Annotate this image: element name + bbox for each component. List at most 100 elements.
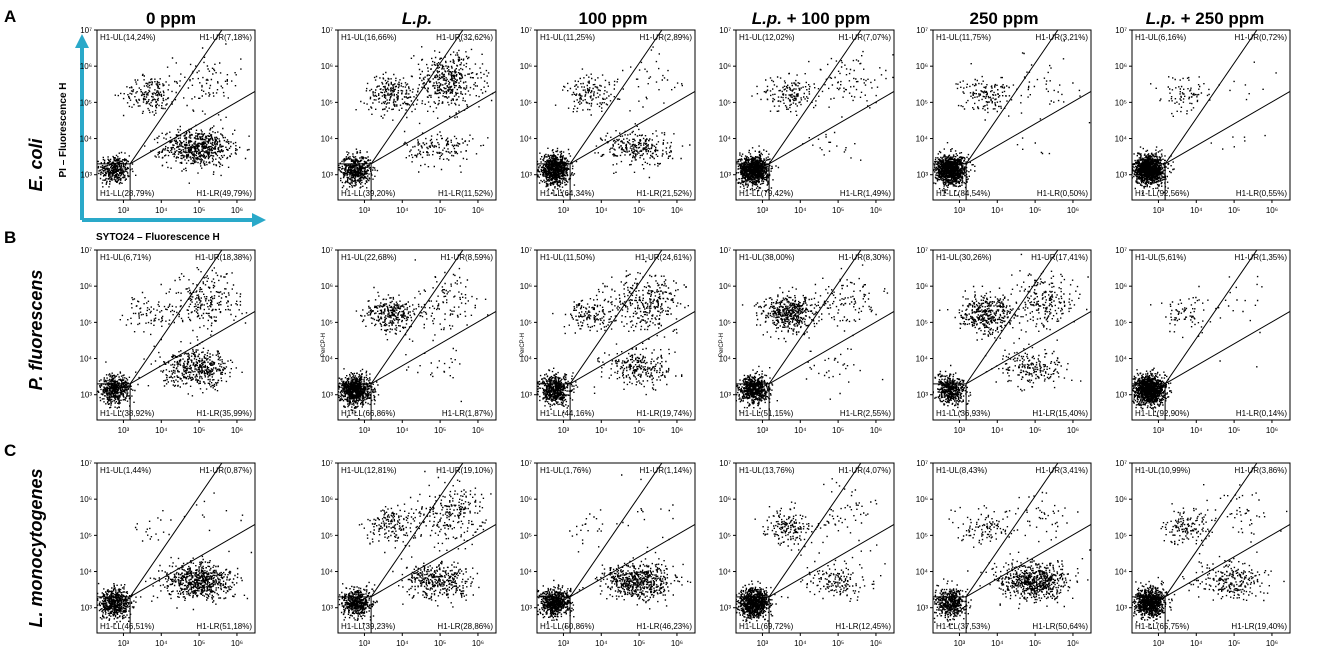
x-tick-label: 10⁴ [595, 639, 608, 648]
y-tick-label: 10⁶ [719, 282, 731, 291]
quadrant-label-lr: H1-LR(35,99%) [196, 409, 252, 418]
y-tick-label: 10⁵ [80, 531, 92, 540]
y-tick-label: 10⁷ [916, 459, 928, 468]
dot-cloud [97, 267, 248, 412]
column-header-2: L.p. [402, 9, 432, 28]
x-tick-label: 10⁵ [193, 206, 205, 215]
y-tick-label: 10³ [719, 604, 731, 613]
events [736, 478, 886, 625]
x-tick-label: 10⁵ [1228, 639, 1240, 648]
y-tick-label: 10⁵ [520, 531, 532, 540]
x-tick-label: 10⁶ [472, 639, 484, 648]
events [338, 38, 494, 192]
quadrant-label-ur: H1-UR(19,10%) [436, 466, 493, 475]
quadrant-label-ul: H1-UL(1,76%) [540, 466, 591, 475]
y-tick-label: 10⁷ [1115, 459, 1127, 468]
quadrant-label-lr: H1-LR(1,87%) [442, 409, 493, 418]
column-header-3: 100 ppm [579, 9, 648, 28]
quadrant-label-ul: H1-UL(6,16%) [1135, 33, 1186, 42]
quadrant-label-ur: H1-UR(0,87%) [200, 466, 253, 475]
x-tick-label: 10³ [757, 426, 769, 435]
dot-cloud [1132, 275, 1263, 417]
y-tick-label: 10⁴ [520, 355, 533, 364]
events [537, 46, 691, 197]
plot-frame [337, 29, 497, 201]
dot-plot-2-6: H1-UL(5,61%) H1-UR(1,35%) H1-LL(92,90%) H1-… [1115, 246, 1291, 435]
x-tick-label: 10⁴ [991, 639, 1004, 648]
y-tick-label: 10⁶ [520, 282, 532, 291]
dot-cloud [537, 46, 691, 197]
row-label-1: E. coli [26, 137, 46, 191]
quadrant-gates [537, 463, 695, 633]
x-tick-label: 10⁶ [231, 639, 243, 648]
quadrant-gates [933, 463, 1091, 633]
quadrant-label-ul: H1-UL(11,25%) [540, 33, 595, 42]
row-label-3: L. monocytogenes [26, 468, 46, 627]
quadrant-label-ul: H1-UL(22,68%) [341, 253, 397, 262]
y-tick-label: 10⁵ [321, 98, 333, 107]
quadrant-label-lr: H1-LR(12,45%) [835, 622, 891, 631]
dot-plot-2-3: H1-UL(11,50%) H1-UR(24,61%) H1-LL(44,16%) H… [520, 246, 696, 435]
plot-frame [536, 29, 696, 201]
y-tick-label: 10⁵ [80, 318, 92, 327]
events [736, 50, 894, 193]
plot-frame [932, 249, 1092, 421]
x-tick-label: 10⁴ [991, 206, 1004, 215]
x-tick-label: 10⁵ [193, 426, 205, 435]
quadrant-gates [338, 463, 496, 633]
plot-frame [735, 462, 895, 634]
quadrant-gates [537, 30, 695, 200]
plot-frame [337, 249, 497, 421]
y-tick-label: 10⁶ [916, 495, 928, 504]
quadrant-label-ul: H1-UL(12,81%) [341, 466, 397, 475]
quadrant-gates [1132, 250, 1290, 420]
x-tick-label: 10⁵ [832, 206, 844, 215]
x-tick-label: 10³ [359, 206, 371, 215]
quadrant-label-ur: H1-UR(3,41%) [1036, 466, 1089, 475]
quadrant-label-ur: H1-UR(7,07%) [839, 33, 892, 42]
dot-cloud [338, 470, 492, 625]
y-tick-label: 10⁷ [520, 459, 532, 468]
x-tick-label: 10³ [1153, 639, 1165, 648]
y-tick-label: 10⁶ [321, 62, 333, 71]
percp-label: PerCP-H [321, 333, 327, 357]
y-tick-label: 10⁴ [321, 355, 334, 364]
x-tick-label: 10⁵ [633, 426, 645, 435]
quadrant-label-ur: H1-UR(3,86%) [1235, 466, 1288, 475]
y-tick-label: 10³ [321, 391, 333, 400]
y-tick-label: 10⁷ [719, 459, 731, 468]
x-tick-label: 10⁵ [1228, 426, 1240, 435]
x-tick-label: 10⁴ [155, 206, 168, 215]
quadrant-label-ul: H1-UL(30,26%) [936, 253, 992, 262]
x-tick-label: 10³ [954, 426, 966, 435]
x-tick-label: 10⁵ [832, 426, 844, 435]
quadrant-label-ll: H1-LL(44,16%) [540, 409, 595, 418]
quadrant-label-lr: H1-LR(28,86%) [437, 622, 493, 631]
quadrant-label-lr: H1-LR(49,79%) [196, 189, 252, 198]
x-tick-label: 10⁶ [231, 426, 243, 435]
column-header-5: 250 ppm [970, 9, 1039, 28]
x-tick-label: 10³ [558, 426, 570, 435]
events [537, 474, 692, 628]
y-tick-label: 10⁵ [1115, 318, 1127, 327]
x-tick-label: 10⁶ [472, 426, 484, 435]
x-tick-label: 10⁵ [434, 639, 446, 648]
quadrant-label-ur: H1-UR(1,35%) [1235, 253, 1288, 262]
dot-plot-3-6: H1-UL(10,99%) H1-UR(3,86%) H1-LL(65,75%) H1… [1115, 459, 1291, 648]
y-tick-label: 10⁷ [80, 26, 92, 35]
plot-frame [1131, 29, 1291, 201]
y-tick-label: 10⁵ [520, 318, 532, 327]
y-tick-label: 10⁶ [520, 495, 532, 504]
y-tick-label: 10⁴ [1115, 355, 1128, 364]
y-tick-label: 10⁴ [321, 568, 334, 577]
dot-cloud [537, 474, 692, 628]
quadrant-label-lr: H1-LR(0,14%) [1236, 409, 1287, 418]
quadrant-gates [97, 250, 255, 420]
quadrant-label-ul: H1-UL(16,66%) [341, 33, 397, 42]
x-tick-label: 10⁴ [991, 426, 1004, 435]
quadrant-label-lr: H1-LR(0,50%) [1037, 189, 1088, 198]
quadrant-label-ll: H1-LL(36,93%) [936, 409, 991, 418]
quadrant-label-ul: H1-UL(11,50%) [540, 253, 595, 262]
y-tick-label: 10³ [520, 391, 532, 400]
x-axis-arrowhead [252, 213, 266, 227]
